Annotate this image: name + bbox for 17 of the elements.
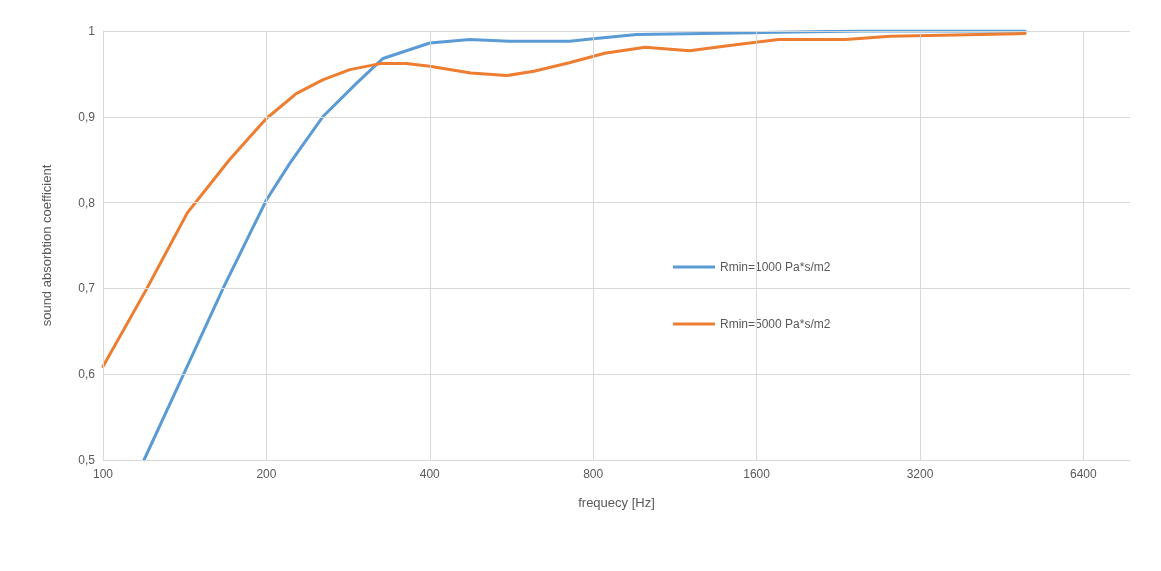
x-tick-label: 3200 xyxy=(906,467,934,481)
y-tick-label: 0,7 xyxy=(78,281,96,296)
x-tick-label: 100 xyxy=(92,467,114,481)
legend-label: Rmin=1000 Pa*s/m2 xyxy=(720,260,831,274)
x-tick-label: 6400 xyxy=(1070,467,1098,481)
x-tick-label: 1600 xyxy=(743,467,771,481)
y-tick-label: 0,5 xyxy=(78,453,96,467)
x-tick-label: 800 xyxy=(583,467,604,481)
y-axis-title: sound absorbtion coefficient xyxy=(39,164,54,327)
y-tick-label: 1 xyxy=(88,24,96,38)
x-axis-title: frequecy [Hz] xyxy=(578,495,655,510)
y-tick-label: 0,6 xyxy=(78,367,96,382)
y-tick-label: 0,9 xyxy=(78,109,96,124)
legend-label: Rmin=5000 Pa*s/m2 xyxy=(720,317,831,331)
y-tick-label: 0,8 xyxy=(78,195,96,210)
x-tick-label: 200 xyxy=(256,467,277,481)
x-tick-label: 400 xyxy=(419,467,441,481)
